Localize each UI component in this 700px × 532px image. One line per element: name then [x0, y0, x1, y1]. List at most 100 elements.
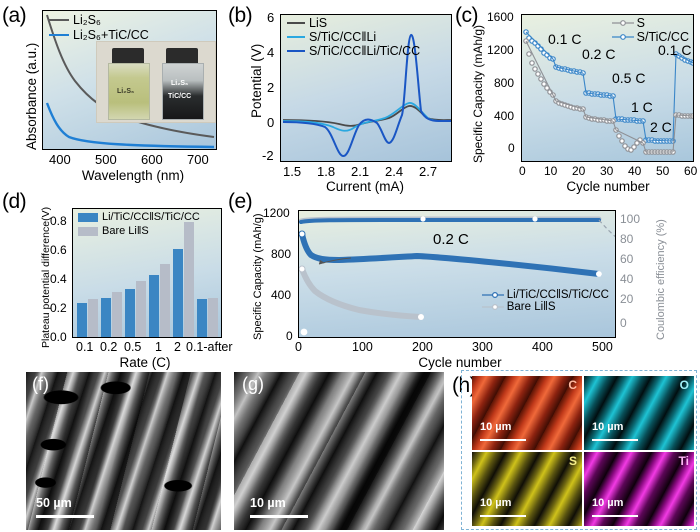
- panel-c-rate-annotation-6: 0.1 C: [658, 42, 692, 58]
- panel-g-scalebar-label: 10 µm: [250, 496, 286, 510]
- panel-d-legend-swatch-1: [78, 212, 98, 222]
- panel-c-xtick-30: 30: [600, 164, 614, 178]
- panel-e-ytick-r-20: 20: [620, 292, 634, 306]
- panel-d-ytick-08: 0.8: [50, 214, 67, 228]
- panel-b-legend-label-3: S/TiC/CC‖Li/TiC/CC: [309, 44, 421, 58]
- panel-e-ytick-1200: 1200: [263, 206, 290, 220]
- panel-b-ytick-2: 2: [267, 80, 275, 95]
- panel-d-xtick-2: 0.2: [100, 340, 118, 354]
- panel-c-plot: S S/TiC/CC 0.1 C 0.2 C 0.5 C 1 C 2 C 0.1…: [521, 14, 694, 162]
- panel-d-xtick-3: 0.5: [124, 340, 142, 354]
- panel-a-xtick-700: 700: [187, 152, 209, 167]
- panel-c-ytick-400: 400: [494, 109, 515, 123]
- panel-e-ytick-r-60: 60: [620, 252, 634, 266]
- panel-e-xtick-300: 300: [472, 340, 493, 354]
- inset-vial-left: Li₂S₆: [105, 48, 151, 120]
- panel-b-label: (b): [228, 4, 253, 27]
- panel-b-legend-swatch-2: [287, 36, 305, 38]
- panel-h-label: (h): [452, 374, 477, 397]
- panel-h-element-s: S: [568, 454, 577, 468]
- panel-c-rate-annotation-5: 2 C: [650, 119, 672, 135]
- panel-e-xtick-400: 400: [532, 340, 553, 354]
- panel-c-legend-marker-1: [611, 20, 634, 26]
- panel-d-xtick-6: 0.1-after: [186, 340, 233, 354]
- panel-a-legend-swatch-1: [49, 19, 69, 21]
- panel-e-rate-annotation: 0.2 C: [433, 231, 469, 248]
- panel-d-legend-label-2: Bare Li‖S: [102, 225, 149, 237]
- panel-b-xtick-3: 2.1: [351, 164, 370, 179]
- panel-d-xtick-5: 2: [174, 340, 181, 354]
- panel-b-xtick-4: 2.4: [385, 164, 404, 179]
- panel-h-element-o: O: [679, 378, 689, 392]
- panel-d-ytick-02: 0.2: [50, 301, 67, 315]
- panel-b-ytick-0: 0: [267, 115, 275, 130]
- panel-c-legend-marker-2: [611, 34, 634, 40]
- panel-f-scalebar-line: [36, 515, 94, 518]
- panel-e-ytick-0: 0: [286, 329, 293, 343]
- panel-a-xtick-400: 400: [49, 152, 71, 167]
- panel-e-xtick-200: 200: [412, 340, 433, 354]
- panel-e-ytick-r-40: 40: [620, 272, 634, 286]
- panel-b-ytick-6: 6: [267, 10, 275, 25]
- panel-c-ytick-0: 0: [508, 141, 515, 155]
- panel-c-legend-label-1: S: [636, 16, 646, 30]
- panel-h-scalebar-ti: 10 µm: [592, 497, 624, 509]
- panel-d-ytick-00: 0.0: [50, 330, 67, 344]
- panel-e-xtick-100: 100: [352, 340, 373, 354]
- panel-d-bars: [77, 222, 218, 337]
- panel-a-label: (a): [2, 4, 27, 27]
- panel-c-ytick-1600: 1600: [487, 10, 514, 24]
- panel-c-label: (c): [455, 4, 479, 27]
- panel-h-scalebar-line-ti: [592, 514, 638, 517]
- panel-b-xtick-5: 2.7: [419, 164, 438, 179]
- panel-c-legend-label-2: S/TiC/CC: [636, 30, 689, 44]
- panel-e-ytick-r-0: 0: [620, 316, 627, 330]
- panel-h-scalebar-c: 10 µm: [480, 421, 512, 433]
- panel-d-label: (d): [2, 190, 27, 213]
- panel-h-map-o: O 10 µm: [584, 376, 694, 450]
- panel-e-ytick-r-100: 100: [620, 212, 641, 226]
- panel-h-dashed-border: [461, 370, 697, 530]
- panel-h-map-s: S 10 µm: [472, 452, 582, 526]
- panel-h-scalebar-line-c: [480, 438, 526, 441]
- panel-e-xtick-0: 0: [295, 340, 302, 354]
- panel-b-legend-label-1: LiS: [309, 16, 328, 30]
- panel-e-legend-label-1: Li/TiC/CC‖S/TiC/CC: [506, 289, 609, 301]
- panel-f-scalebar-label: 50 µm: [36, 496, 72, 510]
- panel-f-label: (f): [32, 374, 49, 394]
- panel-e-legend-marker-1: [481, 291, 504, 299]
- panel-b-plot: LiS S/TiC/CC‖Li S/TiC/CC‖Li/TiC/CC: [280, 14, 452, 162]
- panel-e-ytick-800: 800: [271, 247, 292, 261]
- panel-c-xtick-0: 0: [519, 164, 526, 178]
- panel-c-rate-annotation-3: 0.5 C: [612, 70, 646, 86]
- panel-f-image: (f) 50 µm: [26, 372, 221, 530]
- panel-a-y-axis-title: Absorbance (a.u.): [24, 42, 39, 150]
- inset-left-label: Li₂S₆: [117, 88, 135, 95]
- panel-c-ytick-800: 800: [494, 76, 515, 90]
- panel-g-image: (g) 10 µm: [234, 372, 444, 530]
- panel-h-scalebar-line-s: [480, 514, 526, 517]
- panel-b-legend-swatch-3: [287, 50, 305, 52]
- panel-b-ytick-4: 4: [267, 45, 275, 60]
- panel-c-xtick-60: 60: [684, 164, 698, 178]
- panel-b-cv-curves: [282, 33, 451, 157]
- panel-e-plot: 0.2 C Li/TiC/CC‖S/TiC/CC Bare Li‖S: [298, 210, 616, 338]
- panel-h-scalebar-o: 10 µm: [592, 421, 624, 433]
- panel-c-xtick-20: 20: [572, 164, 586, 178]
- panel-c-y-axis-title: Specific Capacity (mAh/g): [471, 24, 485, 163]
- panel-c-rate-data: [523, 29, 693, 155]
- panel-e-xtick-500: 500: [592, 340, 613, 354]
- panel-d-legend-label-1: Li/TiC/CC‖S/TiC/CC: [102, 211, 200, 223]
- panel-e-y-axis-right-title: Coulombic efficiency (%): [655, 219, 667, 340]
- panel-a-x-axis-title: Wavelength (nm): [81, 168, 185, 183]
- panel-h-element-c: C: [568, 378, 577, 392]
- panel-a-legend-swatch-2: [49, 33, 69, 37]
- panel-c-rate-annotation-1: 0.1 C: [548, 31, 582, 47]
- inset-vial-right: Li₂S₆ TiC/CC: [159, 48, 205, 120]
- inset-right-label-top: Li₂S₆: [171, 80, 189, 87]
- panel-b-y-axis-title: Potential (V): [249, 43, 264, 118]
- panel-a-xtick-600: 600: [141, 152, 163, 167]
- panel-d-x-axis-title: Rate (C): [119, 355, 171, 370]
- panel-e-ytick-400: 400: [271, 288, 292, 302]
- panel-a-plot: Li₂S₆ Li₂S₆+TiC/CC Li₂S₆ Li₂S₆ TiC/CC: [42, 10, 217, 150]
